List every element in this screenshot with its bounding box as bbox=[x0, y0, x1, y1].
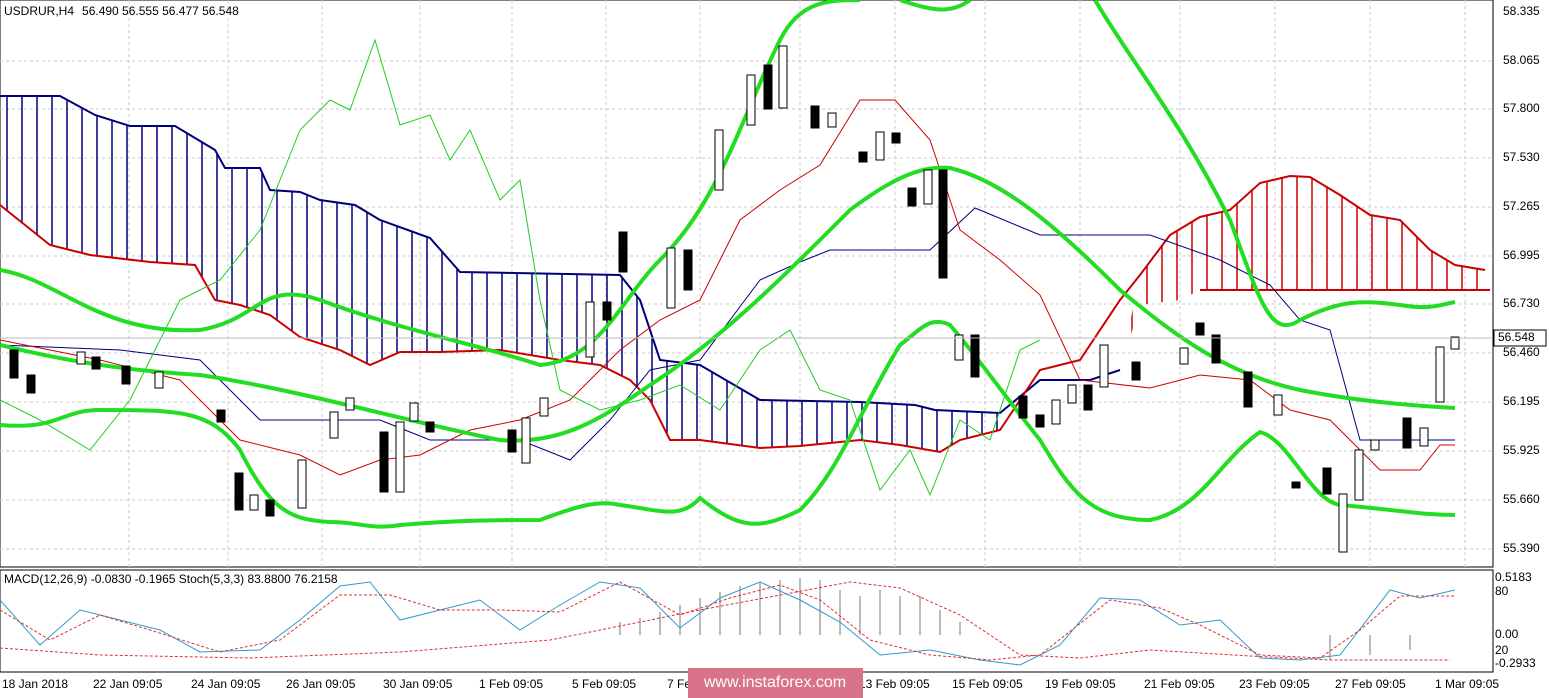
kijun bbox=[0, 207, 1455, 461]
price-label: 58.065 bbox=[1503, 53, 1540, 67]
time-label: 23 Feb 09:05 bbox=[1239, 677, 1310, 691]
price-label: 56.730 bbox=[1503, 296, 1540, 310]
stoch-main bbox=[0, 581, 1456, 666]
indicator-label: -0.2933 bbox=[1495, 656, 1536, 670]
indicator-label: 80 bbox=[1495, 584, 1509, 598]
cloud-bearish bbox=[0, 96, 1000, 452]
price-label: 57.530 bbox=[1503, 150, 1540, 164]
cloud-bullish bbox=[1120, 176, 1490, 370]
price-label: 56.460 bbox=[1503, 345, 1540, 359]
time-label: 13 Feb 09:05 bbox=[859, 677, 930, 691]
indicator-pane: MACD(12,26,9) -0.0830 -0.1965 Stoch(5,3,… bbox=[0, 569, 1536, 673]
watermark-bg bbox=[688, 668, 863, 698]
price-label: 56.995 bbox=[1503, 248, 1540, 262]
stoch-signal bbox=[0, 581, 1455, 661]
main-pane: USDRUR,H4 56.490 56.555 56.477 56.548 bbox=[0, 0, 1494, 672]
time-label: 1 Mar 09:05 bbox=[1435, 677, 1499, 691]
time-label: 24 Jan 09:05 bbox=[191, 677, 261, 691]
time-label: 18 Jan 2018 bbox=[2, 677, 68, 691]
current-price-box bbox=[1493, 329, 1547, 347]
indicator-label: 0.00 bbox=[1495, 627, 1519, 641]
price-label: 55.925 bbox=[1503, 443, 1540, 457]
time-label: 30 Jan 09:05 bbox=[383, 677, 453, 691]
time-label: 5 Feb 09:05 bbox=[572, 677, 636, 691]
bollinger-middle bbox=[0, 165, 1456, 443]
time-label: 26 Jan 09:05 bbox=[286, 677, 356, 691]
senkou-b bbox=[0, 174, 1486, 454]
price-label: 55.390 bbox=[1503, 541, 1540, 555]
symbol: USDRUR,H4 56.490 56.555 56.477 56.548 bbox=[4, 4, 239, 18]
price-label: 55.660 bbox=[1503, 492, 1540, 506]
time-label: 15 Feb 09:05 bbox=[952, 677, 1023, 691]
indicator-label: 0.5183 bbox=[1495, 570, 1532, 584]
price-axis: 58.335 58.065 57.800 57.530 57.265 56.99… bbox=[1493, 4, 1547, 555]
time-axis: 18 Jan 2018 22 Jan 09:05 24 Jan 09:05 26… bbox=[2, 677, 1499, 691]
indicator-header: MACD(12,26,9) -0.0830 -0.1965 Stoch(5,3,… bbox=[4, 572, 338, 586]
macd-signal bbox=[0, 581, 1450, 661]
current-price: 56.548 bbox=[1498, 330, 1535, 344]
time-label: 27 Feb 09:05 bbox=[1335, 677, 1406, 691]
bollinger-upper bbox=[0, 0, 1456, 368]
price-label: 56.195 bbox=[1503, 394, 1540, 408]
price-label: 57.265 bbox=[1503, 199, 1540, 213]
macd-histogram bbox=[619, 578, 1411, 660]
chikou bbox=[0, 38, 1041, 497]
time-label: 1 Feb 09:05 bbox=[479, 677, 543, 691]
price-label: 57.800 bbox=[1503, 101, 1540, 115]
watermark: www.instaforex.com bbox=[703, 674, 846, 691]
price-label: 58.335 bbox=[1503, 4, 1540, 18]
time-label: 22 Jan 09:05 bbox=[93, 677, 163, 691]
time-label: 19 Feb 09:05 bbox=[1045, 677, 1116, 691]
indicator-label: 20 bbox=[1495, 643, 1509, 657]
candles bbox=[9, 45, 1460, 553]
senkou-a bbox=[0, 95, 1121, 415]
time-label: 21 Feb 09:05 bbox=[1144, 677, 1215, 691]
